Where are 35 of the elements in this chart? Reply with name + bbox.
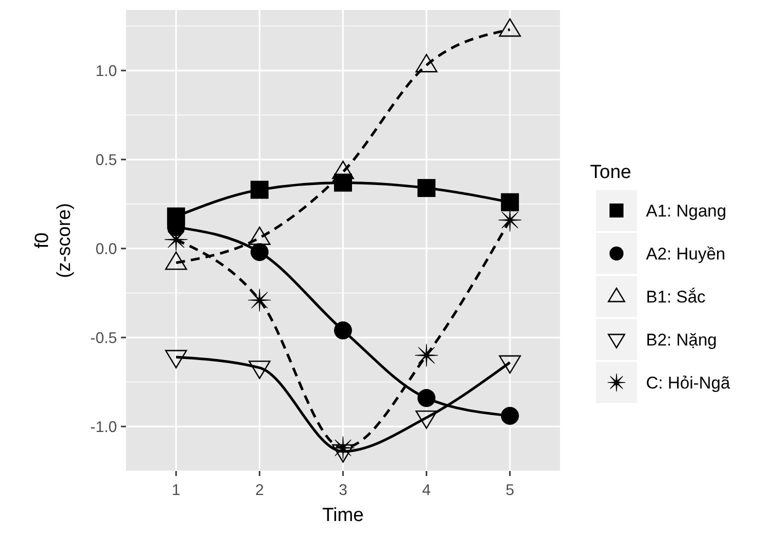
x-tick-label: 1 — [172, 482, 180, 499]
point — [250, 180, 269, 199]
x-axis-title: Time — [322, 505, 364, 526]
legend-label: A2: Huyền — [646, 244, 726, 264]
point — [500, 193, 519, 212]
y-tick-label: 0.5 — [95, 152, 117, 169]
point — [417, 389, 436, 408]
point — [165, 350, 188, 368]
legend-label: B1: Sắc — [646, 287, 706, 306]
point — [415, 410, 438, 429]
point — [334, 174, 352, 192]
point — [417, 178, 436, 197]
y-tick-label: -1.0 — [90, 418, 118, 436]
point — [332, 444, 354, 463]
point — [248, 288, 272, 312]
point — [250, 243, 269, 262]
x-tick-label: 4 — [422, 482, 432, 499]
point — [498, 18, 521, 37]
x-tick-label: 5 — [506, 482, 514, 499]
legend-title: Tone — [590, 162, 632, 183]
x-tick-label: 2 — [255, 482, 264, 499]
point — [415, 54, 438, 72]
y-tick-label: 0.0 — [95, 240, 118, 258]
point — [248, 360, 271, 380]
y-axis-title: f0 (z-score) — [32, 203, 75, 278]
y-tick-label: 1.0 — [95, 62, 118, 80]
point — [414, 344, 438, 367]
x-tick-label: 3 — [338, 482, 348, 499]
legend-label: C: Hỏi-Ngã — [646, 373, 731, 392]
legend-label: B2: Nặng — [646, 330, 717, 350]
point — [498, 355, 521, 374]
y-tick-label: -0.5 — [90, 330, 117, 347]
point — [332, 160, 354, 180]
legend-label: A1: Ngang — [646, 201, 726, 220]
point — [334, 321, 352, 340]
